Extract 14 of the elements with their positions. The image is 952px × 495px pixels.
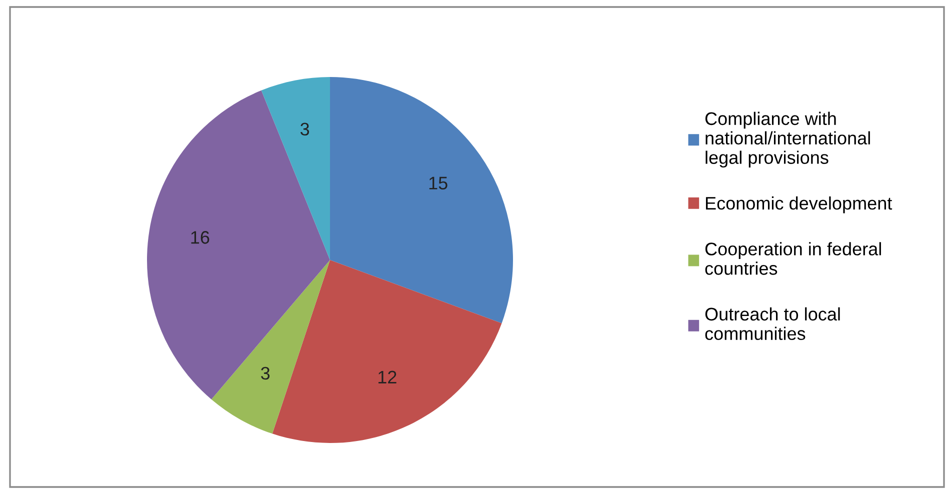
data-label: 12 [378, 370, 396, 384]
legend-label: Compliance with national/international legal provisions [705, 112, 870, 168]
data-label: 3 [261, 366, 270, 380]
legend-label: Outreach to local communities [705, 307, 840, 340]
pie-slice [147, 90, 330, 400]
legend-label: Cooperation in federal countries [705, 242, 881, 275]
data-label: 15 [429, 176, 448, 190]
data-label: 3 [300, 122, 310, 136]
pie-slice [330, 77, 513, 324]
pie-slice [272, 260, 502, 443]
legend-label: Economic development [706, 196, 892, 214]
data-label: 16 [191, 231, 210, 244]
pie-slice [211, 260, 330, 434]
pie-slice [261, 77, 330, 260]
